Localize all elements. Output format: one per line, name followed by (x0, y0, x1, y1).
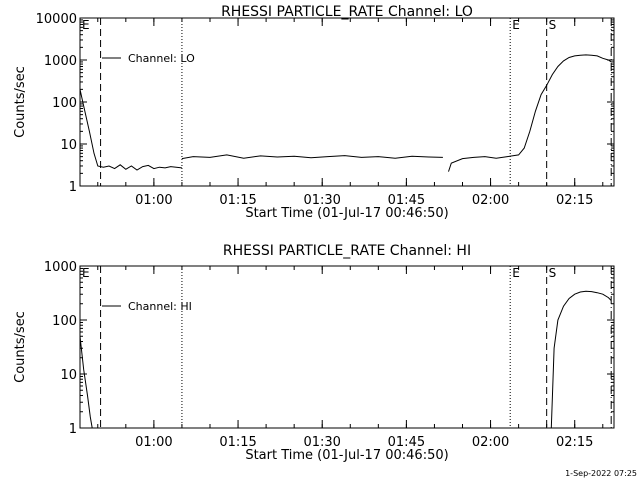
x-tick-label: 02:00 (472, 435, 509, 450)
y-tick-label: 100 (52, 314, 77, 329)
y-tick-label: 1 (69, 180, 77, 195)
chart-panel-1: RHESSI PARTICLE_RATE Channel: LO 1 10 100 10… (13, 4, 615, 221)
event-marker-label: S (549, 266, 557, 280)
y-tick-label: 100 (52, 96, 77, 111)
y-tick-label: 1000 (44, 260, 77, 275)
x-axis-label: Start Time (01-Jul-17 00:46:50) (245, 448, 448, 463)
data-series-line (181, 154, 443, 160)
x-tick-label: 02:00 (472, 193, 509, 208)
event-marker-label: E (512, 18, 520, 32)
y-tick-label: 10 (60, 138, 77, 153)
chart-title: RHESSI PARTICLE_RATE Channel: HI (223, 243, 471, 259)
event-marker-label: E (512, 266, 520, 280)
date-stamp: 1-Sep-2022 07:25 (565, 469, 637, 478)
plot-frame (79, 265, 615, 429)
plot-frame (79, 17, 615, 187)
x-tick-label: 01:15 (219, 193, 256, 208)
data-series-line (79, 336, 93, 429)
x-tick-label: 01:30 (303, 435, 340, 450)
x-tick-label: 01:00 (135, 193, 172, 208)
y-tick-label: 1000 (44, 54, 77, 69)
x-tick-label: 01:30 (303, 193, 340, 208)
chart-panel-2: RHESSI PARTICLE_RATE Channel: HI 1 10 100 10… (13, 243, 615, 463)
x-tick-label: 01:45 (388, 193, 425, 208)
y-axis-label: Counts/sec (13, 66, 28, 138)
x-minor-ticks (97, 266, 604, 428)
x-tick-label: 01:00 (135, 435, 172, 450)
x-tick-label: 01:15 (219, 435, 256, 450)
y-minor-ticks (80, 267, 614, 413)
x-minor-ticks (97, 18, 604, 186)
y-tick-label: 1 (69, 422, 77, 437)
event-marker-label: E (82, 266, 90, 280)
data-series-line (79, 89, 182, 171)
legend-entry: Channel: HI (128, 300, 192, 313)
event-marker-label: S (549, 18, 557, 32)
chart-title: RHESSI PARTICLE_RATE Channel: LO (221, 4, 473, 20)
y-axis-label: Counts/sec (13, 311, 28, 383)
y-minor-ticks (80, 19, 614, 174)
legend-entry: Channel: LO (128, 52, 195, 65)
x-axis-label: Start Time (01-Jul-17 00:46:50) (245, 206, 448, 221)
y-tick-label: 10 (60, 368, 77, 383)
x-tick-label: 02:15 (556, 193, 593, 208)
data-series-line (550, 290, 612, 429)
data-series-line (448, 54, 612, 172)
x-tick-label: 02:15 (556, 435, 593, 450)
x-tick-label: 01:45 (388, 435, 425, 450)
y-tick-label: 10000 (36, 12, 77, 27)
event-marker-label: E (82, 18, 90, 32)
